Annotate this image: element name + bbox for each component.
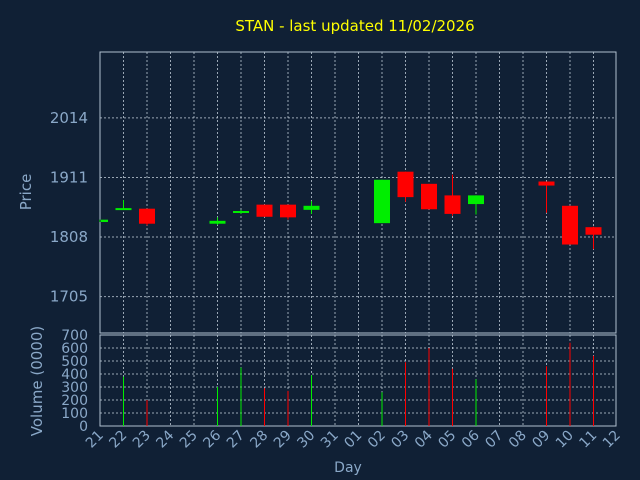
candle-body bbox=[280, 204, 296, 218]
candle-body bbox=[444, 195, 461, 214]
day-tick-label: 02 bbox=[365, 428, 389, 452]
candle bbox=[303, 201, 320, 214]
candle-body bbox=[139, 208, 155, 224]
candle-body bbox=[256, 204, 273, 217]
day-tick-label: 08 bbox=[506, 428, 530, 452]
candle bbox=[115, 200, 132, 211]
candle bbox=[562, 205, 578, 245]
candle-body bbox=[209, 220, 226, 224]
volume-bars bbox=[123, 342, 594, 426]
candle bbox=[139, 208, 155, 226]
day-tick-label: 28 bbox=[247, 428, 271, 452]
volume-tick-label: 200 bbox=[61, 393, 88, 409]
volume-tick-label: 0 bbox=[79, 419, 88, 435]
price-grid bbox=[100, 52, 616, 333]
chart-title: STAN - last updated 11/02/2026 bbox=[235, 17, 474, 35]
day-tick-label: 29 bbox=[271, 428, 295, 452]
candle bbox=[209, 217, 226, 225]
candles bbox=[99, 171, 602, 250]
day-tick-label: 27 bbox=[224, 428, 248, 452]
day-tick-label: 24 bbox=[153, 427, 177, 451]
day-tick-label: 10 bbox=[553, 428, 577, 452]
candle bbox=[256, 204, 273, 217]
candle bbox=[421, 183, 437, 210]
candle-body bbox=[468, 195, 484, 205]
candle-body bbox=[421, 183, 437, 210]
candle bbox=[468, 195, 484, 215]
price-tick-label: 1911 bbox=[50, 168, 88, 186]
day-tick-label: 26 bbox=[200, 427, 224, 451]
day-tick-label: 31 bbox=[318, 428, 342, 452]
volume-tick-label: 300 bbox=[61, 380, 88, 396]
volume-tick-label: 500 bbox=[61, 354, 88, 370]
day-axis-label: Day bbox=[334, 460, 362, 476]
candle bbox=[397, 171, 414, 202]
day-tick-label: 07 bbox=[482, 428, 506, 452]
candle bbox=[99, 219, 108, 222]
day-tick-label: 04 bbox=[412, 427, 436, 451]
price-tick-label: 2014 bbox=[50, 109, 88, 127]
volume-tick-label: 400 bbox=[61, 367, 88, 383]
price-tick-label: 1808 bbox=[50, 228, 88, 246]
volume-axis-label: Volume (0000) bbox=[28, 326, 46, 436]
price-tick-label: 1705 bbox=[50, 288, 88, 306]
candle-body bbox=[115, 208, 132, 211]
day-tick-label: 12 bbox=[600, 428, 624, 452]
volume-tick-label: 600 bbox=[61, 341, 88, 357]
day-tick-label: 25 bbox=[177, 428, 201, 452]
volume-tick-label: 100 bbox=[61, 406, 88, 422]
day-axis: 21 22 23 24 25 26 27 28 29 30 31 01 02 03 04 05 06 07 08 09… bbox=[83, 427, 624, 451]
day-tick-label: 11 bbox=[576, 428, 600, 452]
candle-body bbox=[101, 219, 108, 222]
price-panel-frame bbox=[99, 51, 617, 334]
candle-body bbox=[585, 227, 602, 235]
candle-body bbox=[374, 179, 390, 224]
day-tick-label: 03 bbox=[388, 428, 412, 452]
day-tick-label: 01 bbox=[341, 428, 365, 452]
candle-body bbox=[538, 181, 555, 186]
candle-body bbox=[303, 205, 320, 210]
price-axis: 1705 1808 1911 2014 bbox=[50, 109, 88, 306]
candle bbox=[280, 204, 296, 220]
candle bbox=[374, 179, 390, 224]
candle-body bbox=[397, 171, 414, 198]
candle bbox=[233, 209, 249, 214]
candle bbox=[538, 181, 555, 213]
day-tick-label: 30 bbox=[294, 428, 318, 452]
day-tick-label: 23 bbox=[130, 428, 154, 452]
candle-body bbox=[562, 205, 578, 245]
day-tick-label: 06 bbox=[459, 427, 483, 451]
day-tick-label: 09 bbox=[529, 428, 553, 452]
day-tick-label: 05 bbox=[435, 428, 459, 452]
day-tick-label: 22 bbox=[106, 428, 130, 452]
candle bbox=[444, 174, 461, 216]
candle-body bbox=[233, 211, 249, 214]
volume-grid bbox=[100, 334, 616, 427]
volume-tick-label: 700 bbox=[61, 328, 88, 344]
price-axis-label: Price bbox=[17, 174, 35, 211]
candle bbox=[585, 226, 602, 250]
volume-panel-frame bbox=[99, 334, 617, 427]
